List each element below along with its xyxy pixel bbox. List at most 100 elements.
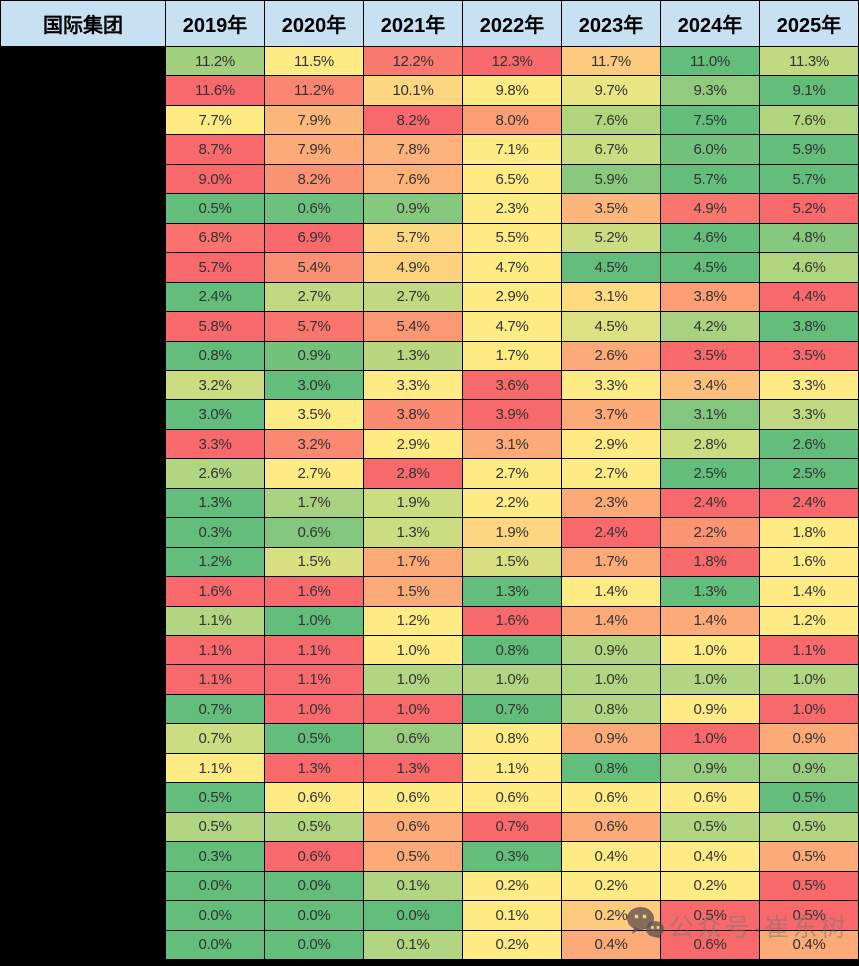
heatmap-cell: 6.0% <box>661 135 760 165</box>
heatmap-cell: 2.9% <box>364 429 463 460</box>
heatmap-cell: 0.7% <box>463 812 562 843</box>
heatmap-cell: 2.3% <box>562 488 661 519</box>
heatmap-cell: 0.5% <box>760 871 859 902</box>
heatmap-cell: 1.0% <box>265 694 364 725</box>
heatmap-cell: 0.6% <box>265 842 364 872</box>
heatmap-cell: 0.5% <box>166 194 265 224</box>
heatmap-cell: 3.3% <box>364 370 463 401</box>
heatmap-cell: 7.6% <box>562 105 661 136</box>
column-header-2021: 2021年 <box>364 1 463 47</box>
heatmap-cell: 5.4% <box>364 312 463 342</box>
heatmap-cell: 3.1% <box>463 429 562 460</box>
heatmap-cell: 1.7% <box>364 547 463 578</box>
heatmap-cell: 2.4% <box>166 282 265 313</box>
heatmap-cell: 2.7% <box>265 459 364 489</box>
heatmap-cell: 1.7% <box>265 488 364 519</box>
heatmap-cell: 2.4% <box>562 518 661 548</box>
heatmap-cell: 7.7% <box>166 105 265 136</box>
heatmap-cell: 6.8% <box>166 223 265 254</box>
heatmap-cell: 0.6% <box>562 812 661 843</box>
heatmap-cell: 0.5% <box>661 812 760 843</box>
heatmap-cell: 0.4% <box>562 842 661 872</box>
heatmap-cell: 4.6% <box>661 223 760 254</box>
heatmap-cell: 0.4% <box>562 930 661 960</box>
heatmap-cell: 3.3% <box>760 370 859 401</box>
heatmap-cell: 0.5% <box>760 783 859 813</box>
heatmap-cell: 3.3% <box>760 400 859 430</box>
heatmap-cell: 2.2% <box>463 488 562 519</box>
column-header-2024: 2024年 <box>661 1 760 47</box>
heatmap-cell: 0.9% <box>661 694 760 725</box>
heatmap-cell: 0.6% <box>661 783 760 813</box>
heatmap-cell: 1.3% <box>364 518 463 548</box>
heatmap-cell: 0.9% <box>760 753 859 784</box>
heatmap-cell: 2.9% <box>463 282 562 313</box>
heatmap-cell: 5.9% <box>562 164 661 195</box>
heatmap-cell: 3.3% <box>166 429 265 460</box>
heatmap-cell: 0.2% <box>562 871 661 902</box>
heatmap-cell: 11.7% <box>562 47 661 77</box>
heatmap-cell: 3.2% <box>166 370 265 401</box>
heatmap-cell: 8.2% <box>364 105 463 136</box>
heatmap-cell: 0.8% <box>463 724 562 754</box>
heatmap-cell: 0.7% <box>166 694 265 725</box>
heatmap-cell: 1.9% <box>463 518 562 548</box>
heatmap-cell: 4.5% <box>562 312 661 342</box>
heatmap-cell: 5.7% <box>265 312 364 342</box>
heatmap-cell: 4.5% <box>562 253 661 283</box>
heatmap-cell: 1.0% <box>463 665 562 695</box>
heatmap-cell: 0.9% <box>265 341 364 371</box>
heatmap-cell: 12.2% <box>364 47 463 77</box>
heatmap-cell: 11.3% <box>760 47 859 77</box>
heatmap-cell: 0.6% <box>562 783 661 813</box>
heatmap-cell: 1.3% <box>463 577 562 607</box>
heatmap-cell: 2.4% <box>760 488 859 519</box>
heatmap-cell: 2.3% <box>463 194 562 224</box>
redacted-row-labels <box>1 47 166 960</box>
heatmap-cell: 0.5% <box>760 901 859 931</box>
heatmap-cell: 9.8% <box>463 76 562 106</box>
heatmap-cell: 0.8% <box>463 636 562 666</box>
heatmap-cell: 5.7% <box>760 164 859 195</box>
heatmap-cell: 4.2% <box>661 312 760 342</box>
heatmap-cell: 6.9% <box>265 223 364 254</box>
heatmap-cell: 1.2% <box>760 606 859 637</box>
column-header-2022: 2022年 <box>463 1 562 47</box>
heatmap-cell: 3.0% <box>166 400 265 430</box>
heatmap-cell: 1.2% <box>364 606 463 637</box>
heatmap-cell: 3.8% <box>661 282 760 313</box>
column-header-2019: 2019年 <box>166 1 265 47</box>
heatmap-cell: 4.4% <box>760 282 859 313</box>
heatmap-cell: 5.5% <box>463 223 562 254</box>
heatmap-cell: 0.6% <box>463 783 562 813</box>
heatmap-cell: 0.3% <box>166 842 265 872</box>
heatmap-cell: 3.6% <box>463 370 562 401</box>
column-header-2023: 2023年 <box>562 1 661 47</box>
heatmap-cell: 1.6% <box>463 606 562 637</box>
heatmap-cell: 3.2% <box>265 429 364 460</box>
heatmap-cell: 6.5% <box>463 164 562 195</box>
heatmap-cell: 1.1% <box>166 665 265 695</box>
heatmap-cell: 2.2% <box>661 518 760 548</box>
heatmap-cell: 1.0% <box>760 694 859 725</box>
heatmap-cell: 1.1% <box>265 636 364 666</box>
heatmap-cell: 3.8% <box>364 400 463 430</box>
heatmap-cell: 0.0% <box>265 871 364 902</box>
heatmap-cell: 3.5% <box>661 341 760 371</box>
heatmap-cell: 8.2% <box>265 164 364 195</box>
heatmap-cell: 0.5% <box>661 901 760 931</box>
heatmap-cell: 1.6% <box>265 577 364 607</box>
heatmap-cell: 0.8% <box>562 694 661 725</box>
heatmap-cell: 7.1% <box>463 135 562 165</box>
heatmap-cell: 5.7% <box>364 223 463 254</box>
heatmap-cell: 4.6% <box>760 253 859 283</box>
heatmap-cell: 1.5% <box>265 547 364 578</box>
heatmap-cell: 0.5% <box>760 842 859 872</box>
heatmap-cell: 2.7% <box>364 282 463 313</box>
heatmap-cell: 2.5% <box>661 459 760 489</box>
heatmap-cell: 0.6% <box>364 724 463 754</box>
heatmap-cell: 3.9% <box>463 400 562 430</box>
heatmap-cell: 2.6% <box>562 341 661 371</box>
